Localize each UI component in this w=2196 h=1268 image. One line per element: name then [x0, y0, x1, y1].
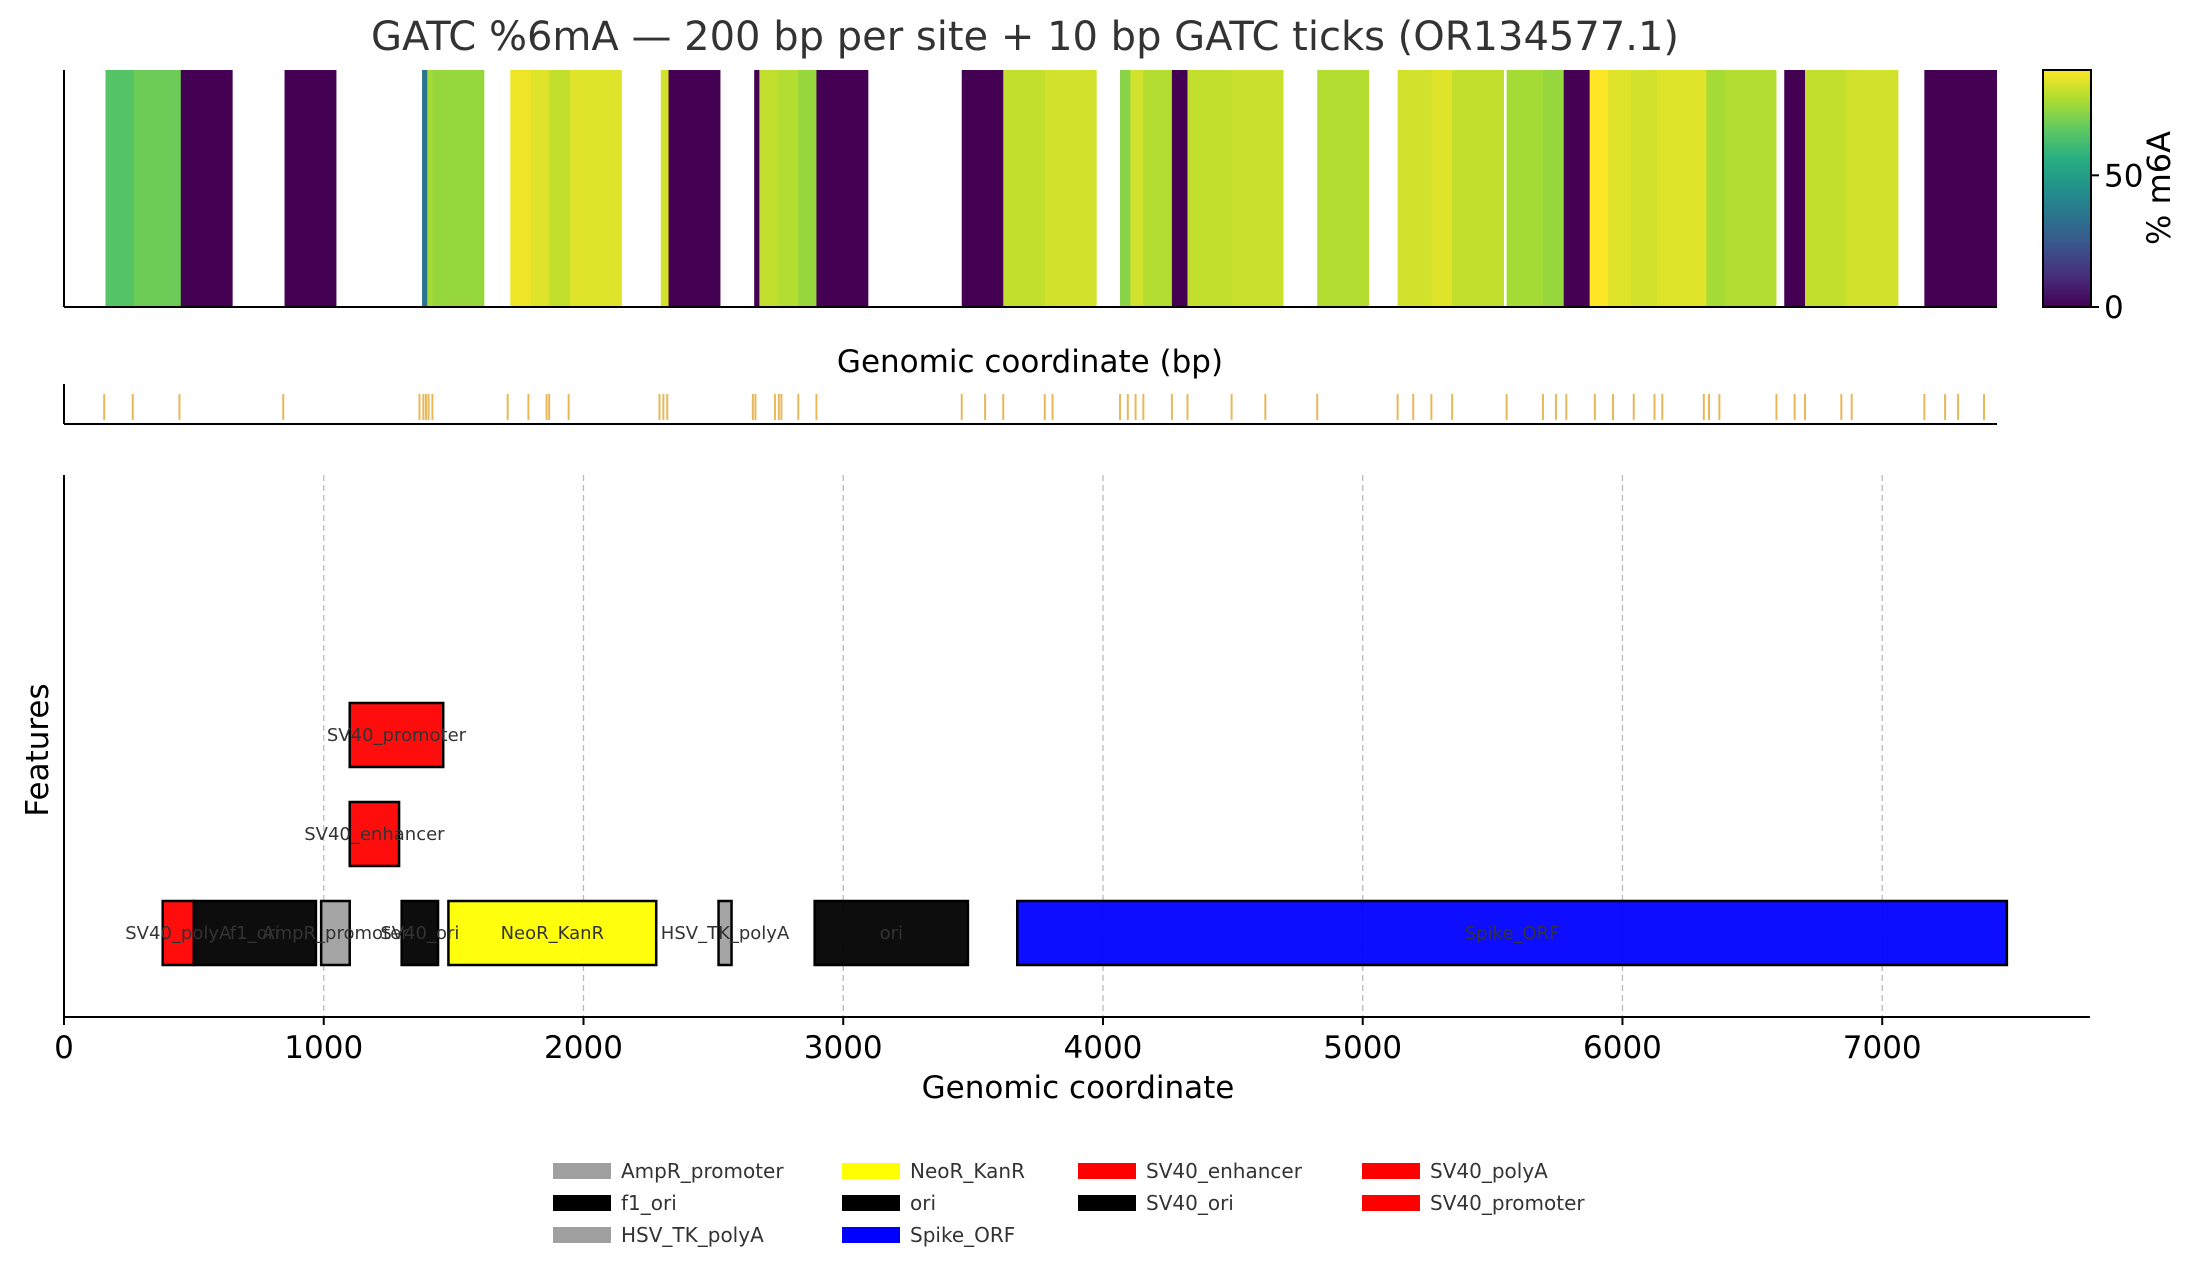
feature-bar-sv40_ori: [400, 899, 440, 967]
colorbar-ticks: 0 50: [2091, 158, 2143, 326]
x-tick-label: 3000: [804, 1030, 883, 1066]
x-axis-ticks: 0 1000 2000 3000 4000 5000 6000 7000: [54, 1017, 1922, 1066]
feature-bar-spike_orf: [1016, 899, 2009, 967]
x-tick-label: 2000: [544, 1030, 623, 1066]
legend-swatch: [842, 1163, 900, 1179]
legend-label: ori: [910, 1191, 936, 1215]
heatmap-cell: [1846, 70, 1899, 307]
legend-swatch: [553, 1227, 611, 1243]
legend-swatch: [553, 1195, 611, 1211]
legend-swatch: [1078, 1163, 1136, 1179]
legend-label: f1_ori: [621, 1191, 677, 1215]
heatmap-cell: [816, 70, 869, 307]
chart-title: GATC %6mA — 200 bp per site + 10 bp GATC…: [371, 14, 1679, 60]
feature-label: AmpR_promoter: [262, 923, 409, 944]
heatmap-cell: [1724, 70, 1777, 307]
feature-bar-sv40_enhancer: [348, 800, 401, 868]
heatmap-cell: [1044, 70, 1097, 307]
feature-label: f1_ori: [230, 923, 280, 944]
feature-bar-ampr_promoter: [319, 899, 351, 967]
legend-label: HSV_TK_polyA: [621, 1223, 764, 1247]
feature-bar-ori: [813, 899, 970, 967]
features-ylabel: Features: [20, 683, 56, 816]
heatmap-cell: [1231, 70, 1284, 307]
feature-label: SV40_promoter: [327, 725, 467, 746]
x-tick-label: 6000: [1583, 1030, 1662, 1066]
colorbar: 0 50 % m6A: [2042, 69, 2178, 326]
feature-label: SV40_enhancer: [304, 824, 445, 845]
legend-swatch: [1362, 1163, 1420, 1179]
legend-swatch: [842, 1227, 900, 1243]
legend: AmpR_promoter f1_ori HSV_TK_polyA NeoR_KanR…: [553, 1159, 1585, 1247]
legend-swatch: [1078, 1195, 1136, 1211]
x-tick-label: 0: [54, 1030, 74, 1066]
legend-swatch: [553, 1163, 611, 1179]
colorbar-gradient: [2042, 69, 2092, 308]
legend-label: AmpR_promoter: [621, 1159, 784, 1183]
feature-bar-f1_ori: [192, 899, 318, 967]
heatmap-cell: [432, 70, 485, 307]
colorbar-tick-label: 50: [2104, 158, 2143, 194]
colorbar-label: % m6A: [2140, 131, 2178, 245]
feature-bar-sv40_polya: [161, 899, 196, 967]
heatmap-panel: [63, 70, 1997, 308]
heatmap-cell: [180, 70, 233, 307]
feature-bar-sv40_promoter: [348, 701, 445, 769]
heatmap-xlabel: Genomic coordinate (bp): [837, 344, 1223, 380]
heatmap-cell: [1187, 70, 1240, 307]
heatmap-cell: [668, 70, 721, 307]
heatmap-cell: [284, 70, 337, 307]
legend-label: SV40_polyA: [1430, 1159, 1548, 1183]
feature-label: ori: [880, 923, 903, 944]
heatmap-cell: [1960, 70, 1997, 307]
feature-label: SV40_polyA: [125, 923, 232, 944]
legend-label: NeoR_KanR: [910, 1159, 1025, 1183]
heatmap-cell: [1657, 70, 1709, 307]
legend-swatch: [1362, 1195, 1420, 1211]
gatc-tick-panel: Genomic coordinate (bp): [63, 344, 1997, 425]
heatmap-cell: [569, 70, 622, 307]
x-tick-label: 4000: [1064, 1030, 1143, 1066]
colorbar-tick-label: 0: [2104, 290, 2124, 326]
legend-label: SV40_ori: [1146, 1191, 1234, 1215]
legend-label: SV40_enhancer: [1146, 1159, 1303, 1183]
gatc-ticks: [103, 394, 1986, 420]
features-xlabel: Genomic coordinate: [922, 1070, 1235, 1106]
x-tick-label: 1000: [284, 1030, 363, 1066]
x-tick-label: 5000: [1323, 1030, 1402, 1066]
heatmap-cell: [1452, 70, 1505, 307]
feature-label: Spike_ORF: [1465, 923, 1560, 944]
feature-label: NeoR_KanR: [501, 923, 605, 944]
heatmap-cell: [1317, 70, 1370, 307]
legend-label: Spike_ORF: [910, 1223, 1015, 1247]
feature-bar-neor_kanr: [447, 899, 658, 967]
feature-bar-hsv_tk_polya: [717, 899, 733, 967]
x-tick-label: 7000: [1843, 1030, 1922, 1066]
feature-bars: [161, 701, 2009, 967]
heatmap-cell: [134, 70, 186, 307]
feature-label: HSV_TK_polyA: [661, 923, 790, 944]
legend-label: SV40_promoter: [1430, 1191, 1585, 1215]
feature-label: SV40_ori: [380, 923, 459, 944]
legend-swatch: [842, 1195, 900, 1211]
heatmap-cells: [105, 70, 1997, 307]
